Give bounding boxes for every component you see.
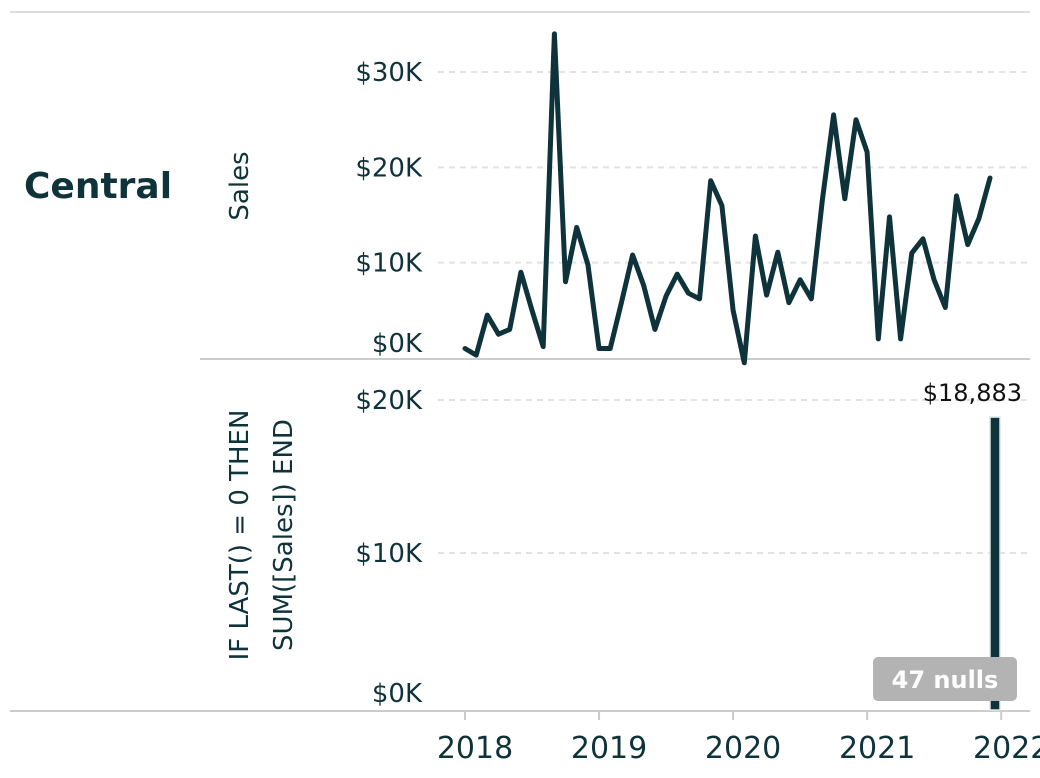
x-axis: 2018 2019 2020 2021 2022 bbox=[437, 712, 1040, 766]
chart-canvas: Central Sales IF LAST() = 0 THEN SUM([Sa… bbox=[0, 0, 1040, 778]
sales-axis-title: Sales bbox=[225, 151, 255, 220]
calc-y-axis: $0K $10K $20K bbox=[355, 386, 423, 709]
sales-line[interactable] bbox=[465, 34, 990, 363]
sales-line-series bbox=[465, 34, 990, 363]
calc-axis-title-line1: IF LAST() = 0 THEN bbox=[225, 410, 255, 661]
sales-y-tick-label: $30K bbox=[355, 58, 423, 88]
nulls-indicator[interactable]: 47 nulls bbox=[873, 657, 1017, 701]
x-tick-label: 2022 bbox=[973, 731, 1040, 766]
x-tick-label: 2020 bbox=[705, 731, 781, 766]
calc-axis-title-line2: SUM([Sales]) END bbox=[269, 419, 299, 651]
x-tick-label: 2021 bbox=[839, 731, 915, 766]
calc-gridlines bbox=[438, 400, 1030, 553]
x-tick-label: 2018 bbox=[437, 731, 513, 766]
calc-bar-label: $18,883 bbox=[923, 379, 1022, 407]
calc-y-tick-label: $20K bbox=[355, 386, 423, 416]
calc-y-tick-label: $0K bbox=[372, 679, 423, 709]
sales-y-axis: $0K $10K $20K $30K bbox=[355, 58, 423, 359]
sales-y-tick-label: $0K bbox=[372, 329, 423, 359]
calc-y-tick-label: $10K bbox=[355, 539, 423, 569]
x-tick-label: 2019 bbox=[571, 731, 647, 766]
sales-y-tick-label: $20K bbox=[355, 153, 423, 183]
row-header-central: Central bbox=[24, 166, 172, 207]
nulls-label[interactable]: 47 nulls bbox=[892, 666, 999, 694]
sales-y-tick-label: $10K bbox=[355, 249, 423, 279]
sales-gridlines bbox=[438, 72, 1030, 263]
